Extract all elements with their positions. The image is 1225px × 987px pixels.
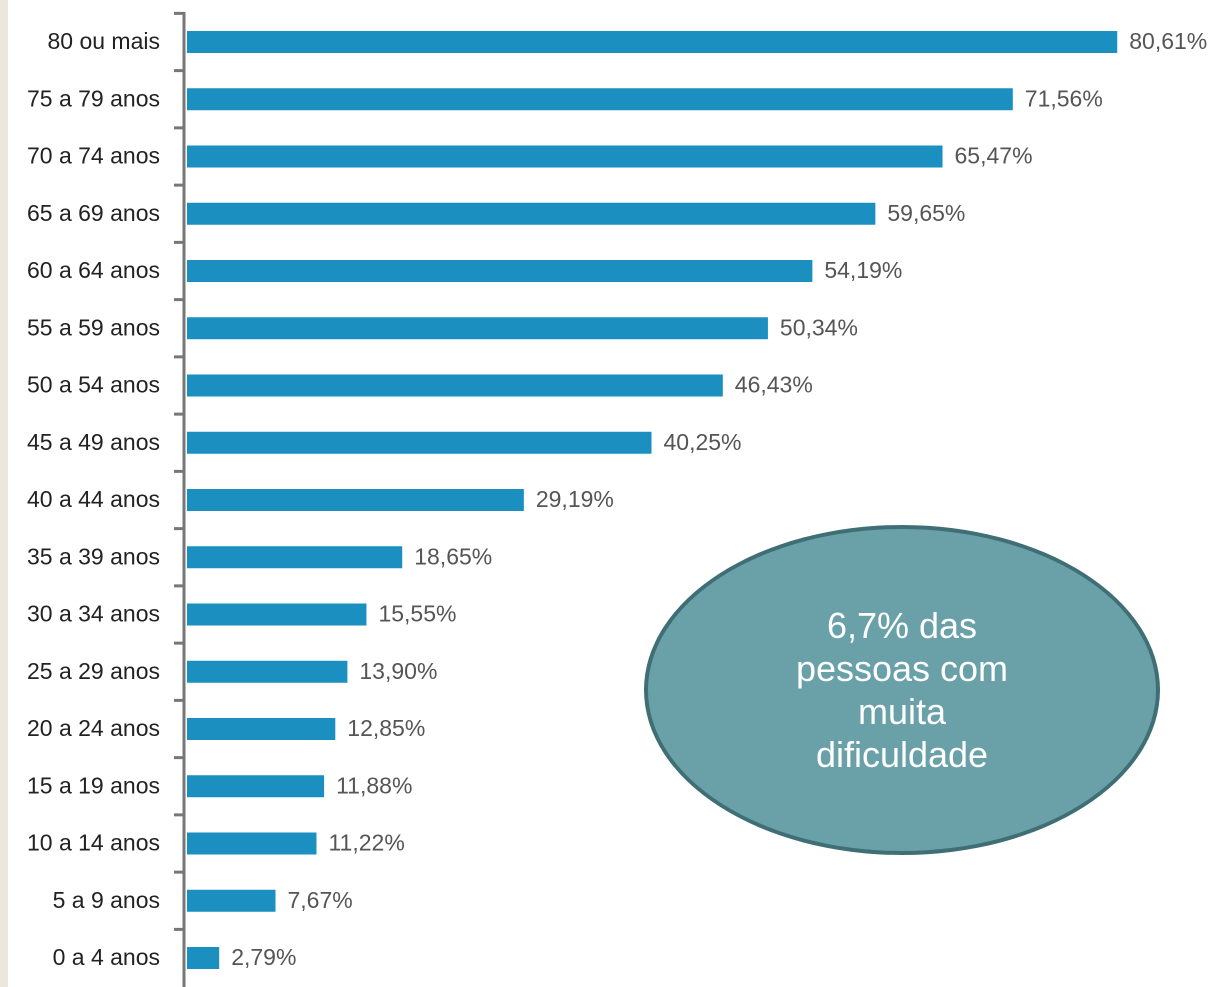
bar	[187, 88, 1013, 111]
value-label: 13,90%	[359, 658, 437, 684]
category-label: 5 a 9 anos	[53, 887, 160, 913]
value-label: 71,56%	[1025, 85, 1103, 111]
value-label: 50,34%	[780, 314, 858, 340]
bar	[187, 832, 317, 855]
bar	[187, 889, 276, 912]
bar	[187, 603, 367, 626]
bar	[187, 947, 220, 969]
bar	[187, 660, 348, 683]
category-label: 15 a 19 anos	[27, 772, 160, 798]
category-label: 25 a 29 anos	[27, 658, 160, 684]
bar	[187, 145, 943, 168]
value-label: 12,85%	[347, 715, 425, 741]
bar	[187, 260, 813, 282]
category-label: 55 a 59 anos	[27, 314, 160, 340]
bar	[187, 202, 876, 225]
bar	[187, 431, 652, 454]
category-label: 0 a 4 anos	[53, 944, 160, 970]
value-label: 7,67%	[288, 887, 353, 913]
annotation-ellipse: 6,7% das pessoas com muita dificuldade	[644, 525, 1160, 855]
value-label: 80,61%	[1129, 28, 1207, 54]
bar	[187, 489, 524, 511]
value-label: 18,65%	[414, 543, 492, 569]
value-label: 40,25%	[663, 429, 741, 455]
value-label: 29,19%	[536, 486, 614, 512]
value-label: 65,47%	[955, 143, 1033, 169]
bar	[187, 31, 1118, 53]
category-label: 80 ou mais	[47, 28, 160, 54]
bar	[187, 546, 403, 569]
value-label: 11,88%	[336, 772, 412, 798]
category-label: 50 a 54 anos	[27, 372, 160, 398]
category-label: 70 a 74 anos	[27, 143, 160, 169]
bar	[187, 317, 768, 340]
value-label: 11,22%	[328, 830, 404, 856]
category-label: 35 a 39 anos	[27, 543, 160, 569]
edge-strip	[0, 0, 8, 987]
category-label: 60 a 64 anos	[27, 257, 160, 283]
annotation: 6,7% das pessoas com muita dificuldade	[795, 604, 1009, 776]
bar	[187, 775, 325, 798]
category-label: 45 a 49 anos	[27, 429, 160, 455]
category-label: 65 a 69 anos	[27, 200, 160, 226]
value-label: 59,65%	[887, 200, 965, 226]
category-label: 75 a 79 anos	[27, 85, 160, 111]
bar	[187, 718, 336, 740]
value-label: 54,19%	[824, 257, 902, 283]
category-label: 10 a 14 anos	[27, 830, 160, 856]
category-label: 20 a 24 anos	[27, 715, 160, 741]
category-label: 30 a 34 anos	[27, 601, 160, 627]
bar	[187, 374, 723, 397]
value-label: 15,55%	[378, 601, 456, 627]
value-label: 46,43%	[735, 372, 813, 398]
category-label: 40 a 44 anos	[27, 486, 160, 512]
value-label: 2,79%	[231, 944, 296, 970]
